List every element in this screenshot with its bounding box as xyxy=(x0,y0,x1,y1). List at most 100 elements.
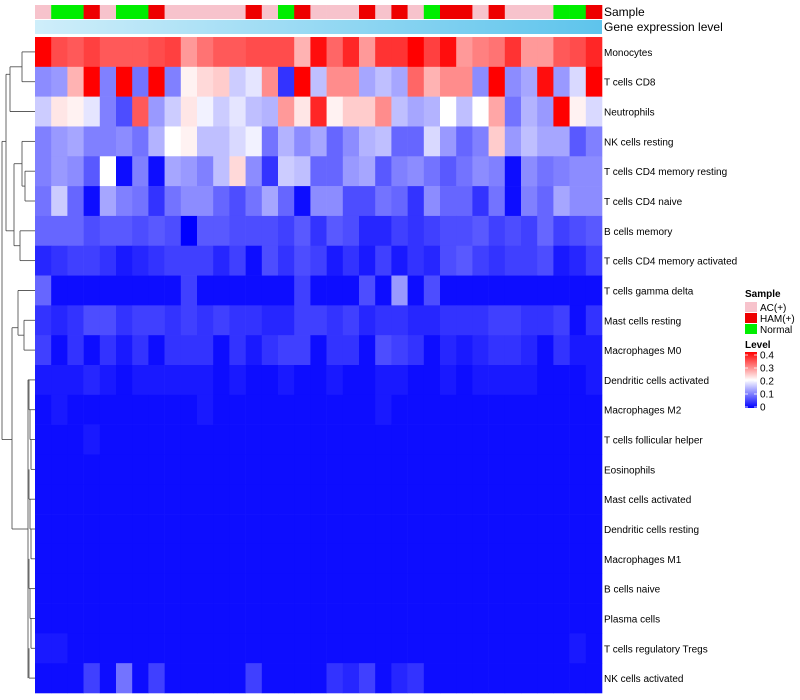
heatmap-cell xyxy=(391,275,408,306)
heatmap-cell xyxy=(440,66,457,97)
heatmap-cell xyxy=(67,186,84,217)
heatmap-cell xyxy=(148,156,165,187)
heatmap-cell xyxy=(391,335,408,366)
heatmap-cell xyxy=(278,66,295,97)
heatmap-cell xyxy=(197,96,214,127)
heatmap-cell xyxy=(537,275,554,306)
heatmap-cell xyxy=(148,96,165,127)
heatmap-cell xyxy=(294,484,311,515)
heatmap-cell xyxy=(278,573,295,604)
heatmap-cell xyxy=(391,245,408,276)
heatmap-cell xyxy=(440,514,457,545)
heatmap-cell xyxy=(67,454,84,485)
heatmap-cell xyxy=(278,424,295,455)
heatmap-cell xyxy=(472,394,489,425)
heatmap-cell xyxy=(229,424,246,455)
heatmap-cell xyxy=(83,543,101,575)
heatmap-cell xyxy=(423,305,441,336)
heatmap-cell xyxy=(35,245,52,276)
heatmap-cell xyxy=(245,126,263,157)
heatmap-cell xyxy=(569,633,587,664)
sample-cell xyxy=(35,5,52,19)
heatmap-cell xyxy=(67,126,84,157)
heatmap-cell xyxy=(537,335,554,366)
heatmap-cell xyxy=(504,186,522,217)
heatmap-cell xyxy=(375,126,392,157)
heatmap-cell xyxy=(197,543,214,575)
heatmap-cell xyxy=(537,543,554,575)
heatmap-cell xyxy=(342,275,360,306)
heatmap-cell xyxy=(585,335,603,366)
heatmap-cell xyxy=(472,633,489,664)
heatmap-cell xyxy=(245,66,263,97)
heatmap-cell xyxy=(116,275,133,306)
heatmap-cell xyxy=(67,335,84,366)
heatmap-cell xyxy=(164,603,182,634)
heatmap-cell xyxy=(423,633,441,664)
heatmap-cell xyxy=(407,394,425,425)
heatmap-cell xyxy=(359,663,376,694)
heatmap-cell xyxy=(213,156,230,187)
heatmap-cell xyxy=(132,305,149,336)
heatmap-cell xyxy=(391,663,408,694)
heatmap-cell xyxy=(375,424,392,455)
sample-cell xyxy=(423,5,441,19)
heatmap-cell xyxy=(342,126,360,157)
heatmap-cell xyxy=(488,424,506,455)
heatmap-cell xyxy=(148,275,165,306)
heatmap-cell xyxy=(261,335,279,366)
heatmap-cell xyxy=(391,305,408,336)
heatmap-cell xyxy=(537,633,554,664)
legend: Sample AC(+)HAM(+)Normal Level 0.4 0.3 0.2… xyxy=(745,289,795,414)
row-label: Eosinophils xyxy=(604,465,655,476)
row-label: T cells follicular helper xyxy=(604,436,703,447)
heatmap-cell xyxy=(375,454,392,485)
heatmap-cell xyxy=(83,37,101,68)
heatmap-cell xyxy=(213,215,230,247)
heatmap-cell xyxy=(521,514,538,545)
heatmap-cell xyxy=(278,663,295,694)
heatmap-cell xyxy=(375,663,392,694)
heatmap-cell xyxy=(585,394,603,425)
heatmap-cell xyxy=(245,394,263,425)
heatmap-cell xyxy=(116,96,133,127)
heatmap-cell xyxy=(229,365,246,396)
heatmap-cell xyxy=(585,514,603,545)
heatmap-cell xyxy=(585,305,603,336)
heatmap-cell xyxy=(407,245,425,276)
heatmap-cell xyxy=(359,365,376,396)
heatmap-cell xyxy=(326,186,344,217)
heatmap-cell xyxy=(116,37,133,68)
gene-expression-annotation-label: Gene expression level xyxy=(604,20,723,34)
heatmap-cell xyxy=(521,484,538,515)
heatmap-cell xyxy=(440,633,457,664)
heatmap-cell xyxy=(278,126,295,157)
heatmap-cell xyxy=(116,424,133,455)
heatmap-cell xyxy=(35,484,52,515)
heatmap-cell xyxy=(180,484,198,515)
heatmap-cell xyxy=(553,245,570,276)
heatmap-cell xyxy=(229,37,246,68)
heatmap-cell xyxy=(197,663,214,694)
heatmap-cell xyxy=(504,365,522,396)
heatmap-cell xyxy=(569,156,587,187)
heatmap-cell xyxy=(553,633,570,664)
row-label: Mast cells activated xyxy=(604,495,691,506)
heatmap-cell xyxy=(164,365,182,396)
heatmap-cell xyxy=(67,663,84,694)
sample-cell xyxy=(294,5,311,19)
row-label: Mast cells resting xyxy=(604,316,681,327)
heatmap-cell xyxy=(472,215,489,247)
legend-level-tick-label: 0.3 xyxy=(760,364,774,375)
heatmap-cell xyxy=(116,663,133,694)
heatmap-cell xyxy=(456,543,473,575)
heatmap-cell xyxy=(83,633,101,664)
heatmap-cell xyxy=(83,484,101,515)
heatmap-cell xyxy=(132,275,149,306)
heatmap-cell xyxy=(213,633,230,664)
heatmap-cell xyxy=(99,305,117,336)
heatmap-cell xyxy=(197,275,214,306)
heatmap-cell xyxy=(132,424,149,455)
sample-cell xyxy=(440,5,457,19)
heatmap-cell xyxy=(261,215,279,247)
